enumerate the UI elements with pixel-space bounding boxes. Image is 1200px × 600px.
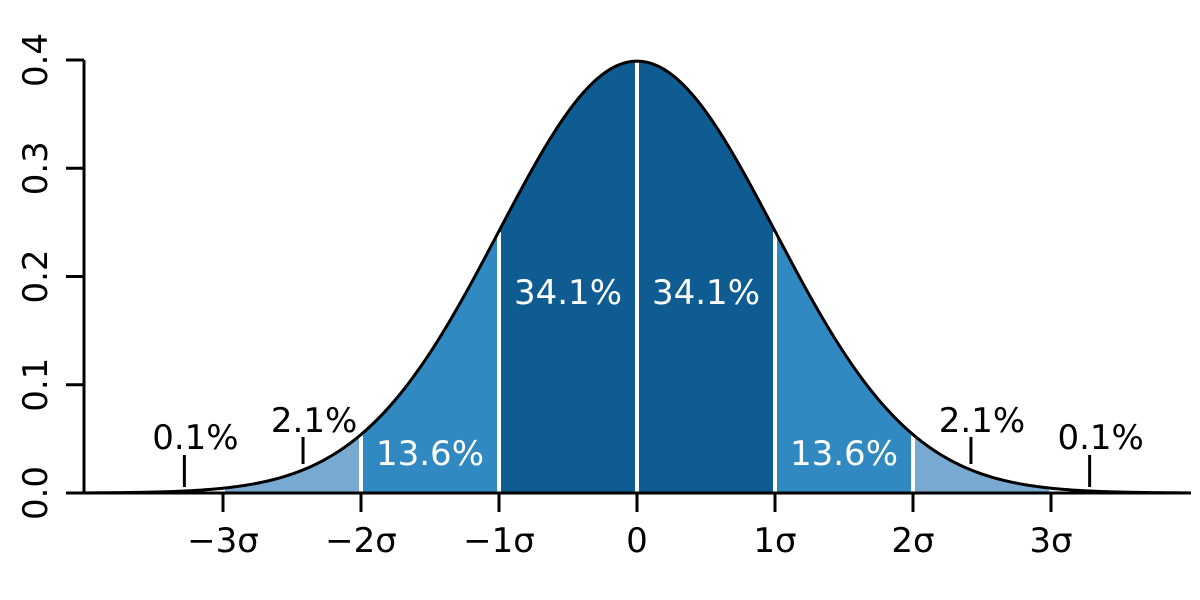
band-pos2-to-pos3 [913, 434, 1051, 493]
band-neg3-to-neg2 [223, 434, 361, 493]
x-tick-label-2: −1σ [463, 521, 535, 561]
y-tick-label-2: 0.2 [16, 249, 56, 303]
area-label-6: 0.1% [152, 418, 238, 458]
area-labels-layer: 34.1% 34.1% 13.6% 13.6% 2.1% 2.1% 0.1% 0.1% [152, 273, 1144, 487]
x-tick-label-6: 3σ [1029, 521, 1072, 561]
x-tick-label-3: 0 [626, 521, 648, 561]
y-tick-label-4: 0.4 [16, 33, 56, 87]
x-tick-label-4: 1σ [753, 521, 796, 561]
x-tick-label-1: −2σ [325, 521, 397, 561]
area-label-7: 0.1% [1057, 418, 1143, 458]
area-label-5: 2.1% [939, 401, 1025, 441]
density-curve [84, 59, 1190, 495]
area-label-1: 34.1% [652, 273, 760, 313]
y-tick-label-1: 0.1 [16, 358, 56, 412]
y-tick-label-0: 0.0 [16, 466, 56, 520]
area-label-2: 13.6% [376, 434, 484, 474]
area-label-4: 2.1% [271, 401, 357, 441]
area-label-3: 13.6% [790, 434, 898, 474]
x-tick-label-0: −3σ [187, 521, 259, 561]
y-tick-label-3: 0.3 [16, 141, 56, 195]
area-label-0: 34.1% [514, 273, 622, 313]
x-tick-label-5: 2σ [891, 521, 934, 561]
sigma-dividers-layer [221, 62, 1053, 492]
x-axis-ticks-layer: −3σ −2σ −1σ 0 1σ 2σ 3σ [187, 493, 1073, 561]
y-axis-ticks-layer: 0.0 0.1 0.2 0.3 0.4 [16, 33, 84, 520]
